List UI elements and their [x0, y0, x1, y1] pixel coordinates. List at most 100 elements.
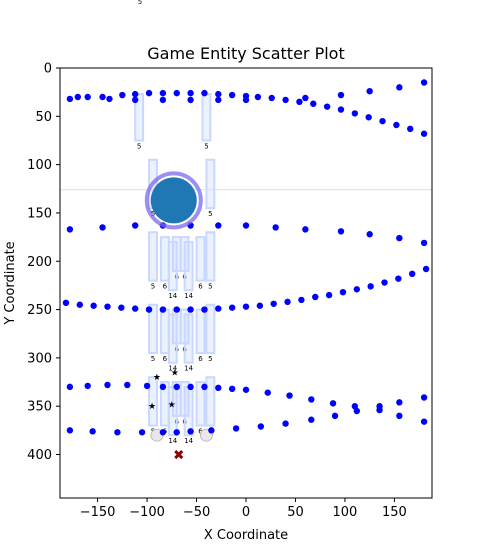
entity-dot [242, 303, 250, 310]
hitbox [205, 376, 216, 427]
x-tick-label: 150 [382, 505, 407, 520]
entity-dot [131, 305, 139, 312]
green-star: ★ [148, 402, 156, 412]
entity-dot [302, 94, 309, 102]
entity-dot [351, 110, 359, 117]
hitbox-label: 14 [168, 365, 177, 373]
y-tick-label: 100 [27, 158, 52, 173]
entity-dot [215, 384, 222, 392]
entity-dot [396, 399, 403, 406]
entity-dot [84, 382, 91, 390]
entity-dot [407, 125, 414, 133]
entity-dot [173, 89, 180, 97]
entity-dot [366, 87, 373, 95]
entity-dot [353, 286, 361, 293]
x-tick-label: 100 [333, 505, 358, 520]
entity-dot [242, 96, 250, 104]
y-tick-label: 150 [27, 206, 52, 221]
y-tick-label: 250 [27, 303, 52, 318]
entity-dot [66, 95, 74, 103]
hitbox [195, 236, 206, 282]
entity-dot [308, 396, 315, 403]
hitbox-label: 14 [184, 292, 193, 300]
entity-dot [89, 428, 96, 435]
entity-dot [201, 89, 208, 97]
hitbox-label: 14 [184, 365, 193, 373]
entity-dot [104, 381, 111, 389]
entity-dot [76, 301, 83, 308]
entity-dot [420, 239, 428, 247]
entity-dot [228, 91, 236, 99]
hitbox-label: 5 [151, 210, 155, 218]
stray-label: 5 [138, 0, 142, 6]
hitbox [183, 385, 194, 437]
entity-dot [367, 283, 374, 290]
entity-dot [395, 275, 402, 282]
y-tick-label: 200 [27, 255, 52, 270]
hitbox-label: 6 [163, 355, 168, 363]
hitbox-label: 5 [204, 142, 208, 150]
y-tick-label: 300 [27, 351, 52, 366]
y-tick-label: 50 [35, 110, 52, 125]
enemy-marker [174, 449, 184, 460]
entity-dot [145, 89, 153, 97]
entity-dot [62, 299, 70, 307]
entity-dot [201, 383, 208, 391]
x-tick-label: 50 [287, 505, 304, 520]
hitbox [148, 231, 158, 282]
entity-dot [159, 96, 167, 104]
entity-dot [118, 304, 125, 311]
entity-dot [84, 93, 91, 101]
y-tick-label: 400 [27, 448, 52, 463]
entity-dot [422, 265, 430, 273]
entity-dot [173, 429, 180, 436]
entity-dot [268, 94, 275, 102]
entity-dot [420, 394, 428, 401]
entity-dot [256, 302, 264, 309]
entity-dot [99, 93, 106, 101]
entity-dot [242, 386, 250, 393]
entity-dot [337, 91, 345, 99]
entity-dot [99, 224, 106, 231]
entity-dot [296, 98, 303, 106]
entity-dot [215, 96, 222, 104]
hitbox [205, 158, 216, 210]
entity-dot [201, 306, 208, 313]
entity-dot [66, 383, 74, 391]
entity-dot [119, 91, 126, 99]
entity-dot [187, 383, 194, 391]
entity-dot [264, 389, 271, 396]
entity-dot [208, 427, 215, 434]
hitbox [167, 240, 178, 292]
x-tick-label: −50 [183, 505, 210, 520]
entity-dot [420, 130, 428, 137]
entity-dot [215, 305, 222, 312]
x-tick-label: 0 [242, 505, 250, 520]
x-axis-label: X Coordinate [204, 528, 288, 543]
entity-dot [337, 106, 345, 113]
entity-dot [232, 425, 240, 432]
entity-dot [159, 306, 167, 313]
entity-dot [308, 416, 315, 423]
entity-dot [187, 89, 194, 97]
entity-dot [379, 117, 386, 125]
hitbox [148, 376, 158, 427]
entity-dot [131, 222, 139, 229]
y-tick-label: 0 [44, 62, 52, 77]
entity-dot [409, 270, 416, 278]
entity-dot [159, 383, 167, 391]
entity-dot [420, 79, 428, 86]
hitbox [183, 240, 194, 292]
hitbox-label: 5 [151, 283, 155, 291]
entity-dot [329, 400, 337, 407]
entity-dot [284, 298, 291, 306]
entity-dot [339, 288, 347, 296]
hitbox-label: 14 [168, 437, 177, 445]
hitbox-label: 5 [151, 355, 155, 363]
entity-dot [282, 420, 289, 427]
entity-dot [131, 90, 139, 98]
entity-dot [242, 222, 250, 229]
entity-dot [131, 96, 139, 104]
hitbox [159, 308, 170, 355]
